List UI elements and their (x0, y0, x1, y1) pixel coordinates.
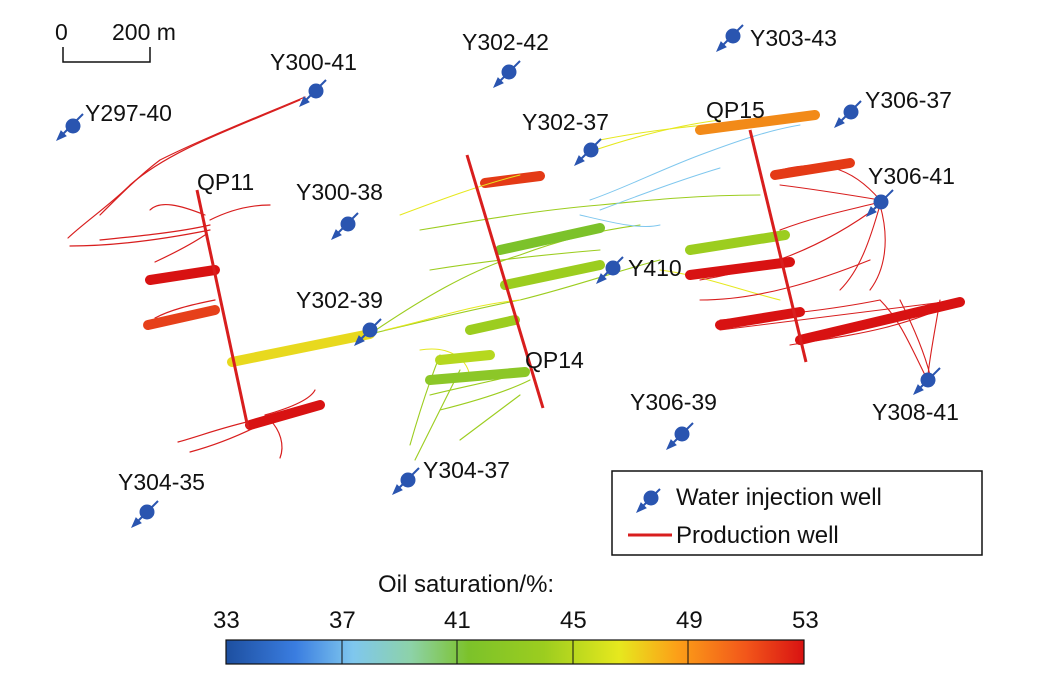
well-label-qp14: QP14 (525, 347, 584, 373)
well-label-y300-38: Y300-38 (296, 179, 383, 205)
colorbar-tick: 53 (792, 607, 819, 634)
injection-well-y304-35: Y304-35 (118, 469, 205, 528)
scale-bar-zero-label: 0 (55, 19, 68, 45)
injection-well-y302-37: Y302-37 (522, 109, 609, 166)
colorbar-gradient (225, 639, 805, 665)
streamline-group-blue (579, 124, 801, 228)
streamlines (67, 96, 965, 461)
saturation-bars-qp14 (425, 223, 605, 385)
colorbar-tick: 37 (329, 607, 356, 634)
injection-well-y302-42: Y302-42 (462, 29, 549, 88)
legend-injection-label: Water injection well (676, 484, 882, 511)
production-well-qp11 (195, 189, 250, 429)
saturation-bars-qp15 (685, 110, 965, 345)
injection-well-y306-39: Y306-39 (630, 389, 717, 450)
scale-bar-length-label: 200 m (112, 19, 176, 45)
injection-well-y303-43: Y303-43 (716, 24, 837, 52)
injection-well-y304-37: Y304-37 (392, 457, 510, 495)
injection-well-y306-41: Y306-41 (866, 163, 955, 217)
colorbar: Oil saturation/%: 33 37 41 45 49 53 (213, 571, 819, 665)
well-label-y302-39: Y302-39 (296, 287, 383, 313)
well-label-y304-35: Y304-35 (118, 469, 205, 495)
streamline-group-yellow (384, 119, 781, 381)
well-label-y306-39: Y306-39 (630, 389, 717, 415)
injection-well-y300-38: Y300-38 (296, 179, 383, 240)
injection-well-y297-40: Y297-40 (56, 100, 172, 141)
well-label-y302-42: Y302-42 (462, 29, 549, 55)
well-label-y302-37: Y302-37 (522, 109, 609, 135)
production-well-labels: QP11 QP14 QP15 (197, 97, 765, 373)
well-label-y306-41: Y306-41 (868, 163, 955, 189)
scale-bar: 0 200 m (55, 19, 176, 63)
injection-well-y302-39: Y302-39 (296, 287, 383, 346)
production-wells (195, 129, 808, 429)
injection-well-y410: Y410 (596, 255, 682, 284)
colorbar-title: Oil saturation/%: (378, 571, 554, 598)
colorbar-tick: 49 (676, 607, 703, 634)
well-label-y303-43: Y303-43 (750, 25, 837, 51)
colorbar-tick: 33 (213, 607, 240, 634)
well-label-qp11: QP11 (197, 169, 254, 195)
well-label-y297-40: Y297-40 (85, 100, 172, 126)
well-label-y300-41: Y300-41 (270, 49, 357, 75)
colorbar-ticks: 33 37 41 45 49 53 (213, 607, 819, 634)
well-label-y306-37: Y306-37 (865, 87, 952, 113)
colorbar-dividers (341, 640, 689, 664)
colorbar-tick: 45 (560, 607, 587, 634)
legend: Water injection well Production well (611, 470, 983, 556)
well-label-y304-37: Y304-37 (423, 457, 510, 483)
colorbar-tick: 41 (444, 607, 471, 634)
production-well-qp15 (748, 129, 808, 363)
water-injection-icon (636, 488, 661, 513)
injection-well-y308-41: Y308-41 (872, 367, 959, 425)
well-label-y308-41: Y308-41 (872, 399, 959, 425)
injection-wells: Y297-40 Y300-41 Y302-42 Y303-43 Y306-37 … (56, 24, 959, 528)
well-label-qp15: QP15 (706, 97, 765, 123)
well-label-y410: Y410 (628, 255, 682, 281)
legend-production-label: Production well (676, 522, 839, 549)
production-well-qp14 (465, 154, 545, 409)
injection-well-y306-37: Y306-37 (834, 87, 952, 128)
injection-well-y300-41: Y300-41 (270, 49, 357, 107)
